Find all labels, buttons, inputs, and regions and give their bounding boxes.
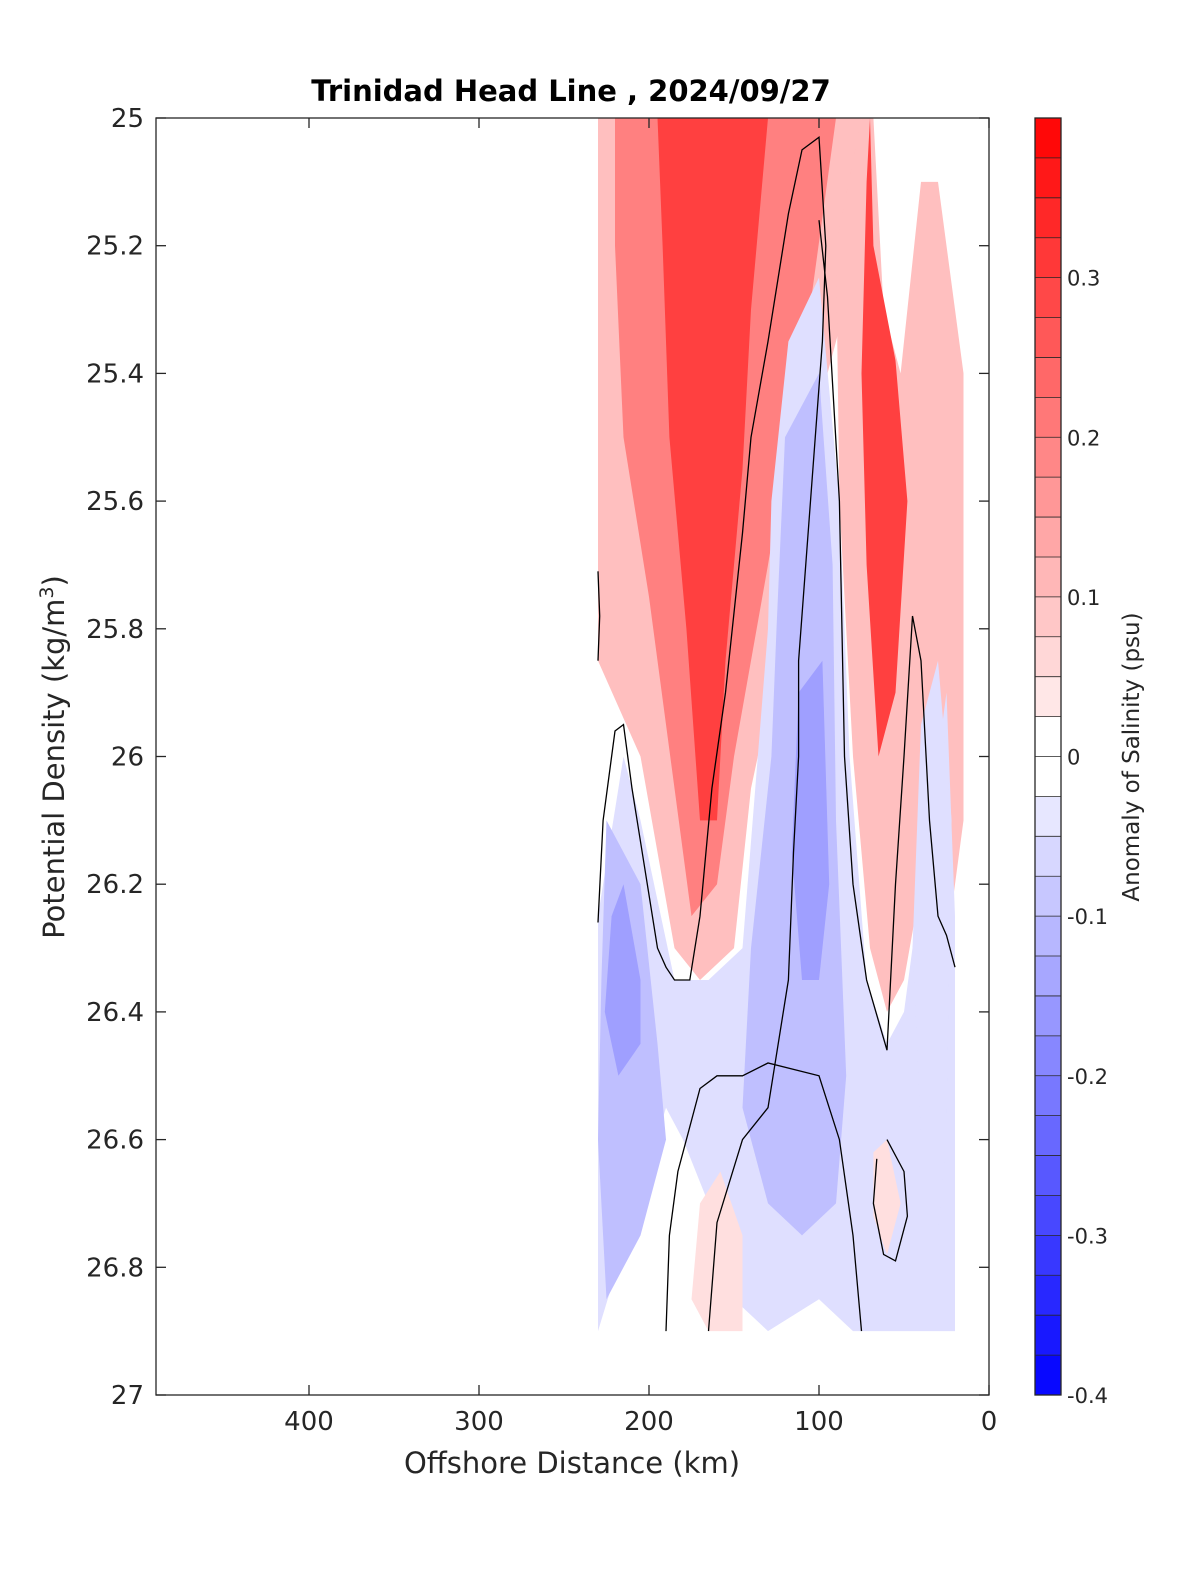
colorbar-swatch — [1035, 836, 1061, 877]
colorbar-swatch — [1035, 636, 1061, 678]
colorbar-swatch — [1035, 157, 1061, 199]
colorbar-tick-label: -0.3 — [1067, 1224, 1108, 1248]
anomaly-region — [912, 660, 952, 1236]
colorbar-swatch — [1035, 1275, 1061, 1316]
colorbar-swatch — [1035, 1155, 1061, 1196]
colorbar-swatch — [1035, 118, 1061, 159]
y-tick-label: 26.6 — [86, 1126, 144, 1156]
colorbar-swatch — [1035, 916, 1061, 957]
colorbar-tick-label: -0.4 — [1067, 1384, 1108, 1408]
colorbar-swatch — [1035, 237, 1061, 279]
anomaly-region — [657, 118, 768, 821]
zero-contour-line — [872, 1139, 909, 1262]
chart-title: Trinidad Head Line , 2024/09/27 — [311, 74, 831, 108]
axes: 400 300 200 100 0 25 25.2 25.4 25.6 25.8 26 26.2 26.… — [86, 104, 997, 1437]
colorbar-swatch — [1035, 1035, 1061, 1077]
zero-contour-line — [665, 1062, 863, 1332]
y-axis-label-main: Potential Density (kg/m — [37, 599, 71, 939]
anomaly-region — [873, 1139, 901, 1255]
x-tick-label: 300 — [454, 1407, 504, 1437]
y-tick-label: 25 — [111, 104, 144, 134]
colorbar-swatch — [1035, 1075, 1061, 1117]
colorbar-swatch — [1035, 956, 1061, 997]
colorbar-tick-label: -0.2 — [1067, 1065, 1108, 1089]
colorbar-label: Anomaly of Salinity (psu) — [1119, 612, 1145, 901]
y-axis-label-sup: 3 — [36, 586, 58, 598]
anomaly-region — [604, 884, 641, 1076]
colorbar-swatch — [1035, 756, 1061, 797]
colorbar-swatch — [1035, 596, 1061, 638]
colorbar-tick-label: 0.2 — [1067, 426, 1100, 450]
x-tick-label: 100 — [794, 1407, 844, 1437]
x-axis-label: Offshore Distance (km) — [404, 1446, 740, 1480]
y-tick-label: 26.8 — [86, 1253, 144, 1283]
colorbar-swatch — [1035, 197, 1061, 239]
colorbar-swatch — [1035, 1355, 1061, 1396]
y-tick-label: 26 — [111, 743, 144, 773]
colorbar-swatch — [1035, 995, 1061, 1037]
colorbar-swatch — [1035, 876, 1061, 917]
zero-contour-line — [597, 571, 601, 661]
y-axis-label-close: ) — [37, 575, 71, 586]
anomaly-region — [791, 660, 830, 980]
colorbar-tick-label: 0.1 — [1067, 586, 1100, 610]
y-tick-label: 25.6 — [86, 487, 144, 517]
anomaly-region — [691, 1171, 743, 1332]
zero-contour-lines — [597, 135, 956, 1332]
y-tick-label: 25.2 — [86, 232, 144, 262]
colorbar-swatch — [1035, 437, 1061, 478]
y-axis-label: Potential Density (kg/m3) — [36, 575, 71, 939]
zero-contour-line — [818, 220, 956, 1051]
colorbar-swatch — [1035, 317, 1061, 358]
colorbar-swatch — [1035, 477, 1061, 518]
colorbar-swatch — [1035, 1115, 1061, 1157]
y-tick-label: 25.4 — [86, 359, 144, 389]
colorbar-swatch — [1035, 716, 1061, 757]
filled-contours — [598, 118, 964, 1332]
colorbar-swatch — [1035, 1195, 1061, 1236]
anomaly-region — [861, 118, 908, 757]
colorbar-swatch — [1035, 1315, 1061, 1356]
colorbar-swatch — [1035, 1235, 1061, 1276]
colorbar: 0.3 0.2 0.1 0 -0.1 -0.2 -0.3 -0.4 — [1034, 117, 1108, 1408]
y-tick-label: 25.8 — [86, 615, 144, 645]
colorbar-tick-label: 0.3 — [1067, 267, 1100, 291]
x-tick-label: 400 — [284, 1407, 334, 1437]
colorbar-swatch — [1035, 556, 1061, 598]
colorbar-swatch — [1035, 357, 1061, 398]
colorbar-frame — [1034, 117, 1062, 1396]
y-tick-label: 26.2 — [86, 870, 144, 900]
colorbar-swatch — [1035, 277, 1061, 319]
colorbar-tick-label: -0.1 — [1067, 905, 1108, 929]
y-tick-label: 26.4 — [86, 998, 144, 1028]
colorbar-swatch — [1035, 397, 1061, 438]
colorbar-swatch — [1035, 796, 1061, 837]
x-tick-label: 200 — [624, 1407, 674, 1437]
y-tick-label: 27 — [111, 1381, 144, 1411]
colorbar-tick-label: 0 — [1067, 746, 1080, 770]
zero-contour-line — [597, 135, 827, 1332]
colorbar-swatch — [1035, 676, 1061, 718]
colorbar-swatch — [1035, 517, 1061, 558]
x-tick-label: 0 — [981, 1407, 998, 1437]
